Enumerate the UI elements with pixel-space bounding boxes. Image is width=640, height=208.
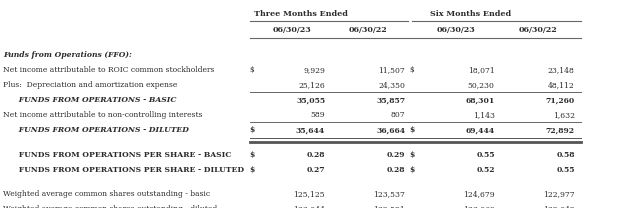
- Text: $: $: [250, 66, 254, 74]
- Text: 69,444: 69,444: [465, 126, 495, 134]
- Text: Three Months Ended: Three Months Ended: [254, 10, 348, 17]
- Text: 0.29: 0.29: [387, 151, 405, 158]
- Text: Funds from Operations (FFO):: Funds from Operations (FFO):: [3, 51, 132, 59]
- Text: 1,143: 1,143: [473, 111, 495, 119]
- Text: Net income attributable to non-controlling interests: Net income attributable to non-controlli…: [3, 111, 203, 119]
- Text: Weighted average common shares outstanding - basic: Weighted average common shares outstandi…: [3, 190, 211, 198]
- Text: 133,069: 133,069: [463, 205, 495, 208]
- Text: 132,042: 132,042: [543, 205, 575, 208]
- Text: $: $: [410, 126, 415, 134]
- Text: 0.28: 0.28: [387, 166, 405, 173]
- Text: 1,632: 1,632: [553, 111, 575, 119]
- Text: FUNDS FROM OPERATIONS PER SHARE - DILUTED: FUNDS FROM OPERATIONS PER SHARE - DILUTE…: [3, 166, 244, 173]
- Text: 132,581: 132,581: [373, 205, 405, 208]
- Text: 0.28: 0.28: [307, 151, 325, 158]
- Text: 807: 807: [390, 111, 405, 119]
- Text: 0.55: 0.55: [476, 151, 495, 158]
- Text: FUNDS FROM OPERATIONS - DILUTED: FUNDS FROM OPERATIONS - DILUTED: [3, 126, 189, 134]
- Text: 23,148: 23,148: [548, 66, 575, 74]
- Text: 48,112: 48,112: [548, 81, 575, 89]
- Text: 0.52: 0.52: [476, 166, 495, 173]
- Text: $: $: [250, 126, 255, 134]
- Text: 0.27: 0.27: [307, 166, 325, 173]
- Text: FUNDS FROM OPERATIONS - BASIC: FUNDS FROM OPERATIONS - BASIC: [3, 96, 177, 104]
- Text: 06/30/23: 06/30/23: [273, 26, 312, 34]
- Text: 123,537: 123,537: [373, 190, 405, 198]
- Text: 124,679: 124,679: [463, 190, 495, 198]
- Text: $: $: [410, 166, 415, 173]
- Text: Six Months Ended: Six Months Ended: [430, 10, 511, 17]
- Text: 71,260: 71,260: [545, 96, 575, 104]
- Text: 35,644: 35,644: [296, 126, 325, 134]
- Text: 72,892: 72,892: [546, 126, 575, 134]
- Text: 11,507: 11,507: [378, 66, 405, 74]
- Text: 36,664: 36,664: [376, 126, 405, 134]
- Text: 50,230: 50,230: [468, 81, 495, 89]
- Text: 125,125: 125,125: [294, 190, 325, 198]
- Text: $: $: [410, 151, 415, 158]
- Text: 06/30/22: 06/30/22: [349, 26, 388, 34]
- Text: 133,044: 133,044: [293, 205, 325, 208]
- Text: Plus:  Depreciation and amortization expense: Plus: Depreciation and amortization expe…: [3, 81, 177, 89]
- Text: 18,071: 18,071: [468, 66, 495, 74]
- Text: 9,929: 9,929: [303, 66, 325, 74]
- Text: 35,055: 35,055: [296, 96, 325, 104]
- Text: 35,857: 35,857: [376, 96, 405, 104]
- Text: 0.55: 0.55: [556, 166, 575, 173]
- Text: 25,126: 25,126: [298, 81, 325, 89]
- Text: 122,977: 122,977: [543, 190, 575, 198]
- Text: 68,301: 68,301: [465, 96, 495, 104]
- Text: 589: 589: [310, 111, 325, 119]
- Text: 0.58: 0.58: [556, 151, 575, 158]
- Text: $: $: [250, 166, 255, 173]
- Text: $: $: [410, 66, 414, 74]
- Text: Net income attributable to ROIC common stockholders: Net income attributable to ROIC common s…: [3, 66, 214, 74]
- Text: $: $: [250, 151, 255, 158]
- Text: 06/30/22: 06/30/22: [518, 26, 557, 34]
- Text: 06/30/23: 06/30/23: [437, 26, 476, 34]
- Text: 24,350: 24,350: [378, 81, 405, 89]
- Text: FUNDS FROM OPERATIONS PER SHARE - BASIC: FUNDS FROM OPERATIONS PER SHARE - BASIC: [3, 151, 232, 158]
- Text: Weighted average common shares outstanding - diluted: Weighted average common shares outstandi…: [3, 205, 218, 208]
